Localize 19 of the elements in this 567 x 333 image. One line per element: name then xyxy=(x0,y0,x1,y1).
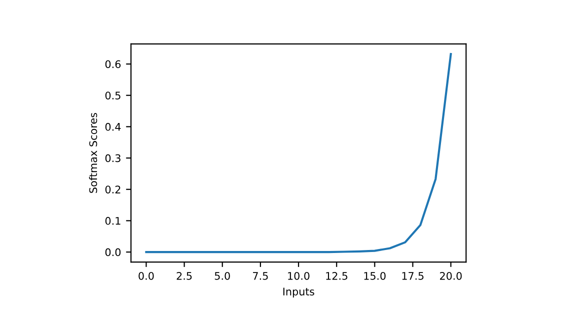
x-axis-title: Inputs xyxy=(283,288,314,298)
x-tick-label: 10.0 xyxy=(288,272,310,280)
y-tick-label: 0.2 xyxy=(105,186,120,194)
y-tick-label: 0.3 xyxy=(105,154,120,162)
y-tick-label: 0.1 xyxy=(105,216,120,225)
x-tick-label: 5.0 xyxy=(214,272,230,280)
y-tick-label: 0.0 xyxy=(105,248,121,256)
x-tick-label: 15.0 xyxy=(364,272,386,280)
x-tick-label: 7.5 xyxy=(253,272,268,280)
x-tick-label: 20.0 xyxy=(440,272,462,280)
y-axis-title: Softmax Scores xyxy=(89,112,98,193)
y-tick-label: 0.4 xyxy=(105,122,121,131)
line-series xyxy=(145,52,452,254)
x-tick-label: 0.0 xyxy=(138,272,154,280)
x-tick-label: 12.5 xyxy=(326,272,348,280)
x-tick-label: 2.5 xyxy=(176,272,192,280)
y-tick-label: 0.5 xyxy=(105,92,120,100)
y-tick-label: 0.6 xyxy=(105,60,121,68)
x-tick-label: 17.5 xyxy=(402,272,424,280)
